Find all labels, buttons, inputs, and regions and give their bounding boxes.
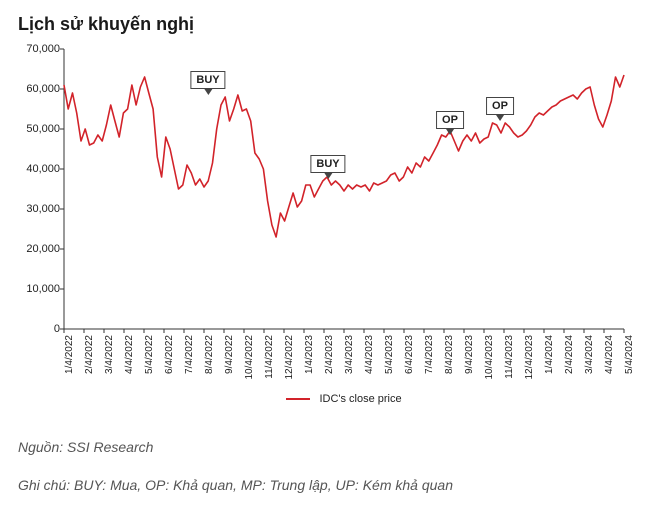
- y-tick-label: 10,000: [26, 283, 60, 295]
- x-tick-label: 9/4/2022: [224, 335, 235, 374]
- annotation-label: OP: [436, 111, 464, 129]
- annotation-buy: BUY: [190, 71, 225, 95]
- x-tick-label: 4/4/2024: [604, 335, 615, 374]
- x-tick-label: 10/4/2022: [244, 335, 255, 380]
- x-tick-label: 3/4/2022: [104, 335, 115, 374]
- x-tick-label: 5/4/2022: [144, 335, 155, 374]
- annotation-label: BUY: [190, 71, 225, 89]
- chart-svg: [64, 49, 624, 329]
- y-tick-label: 0: [54, 323, 60, 335]
- annotation-arrow-icon: [324, 173, 332, 179]
- y-tick-label: 20,000: [26, 243, 60, 255]
- page-title: Lịch sử khuyến nghị: [18, 14, 629, 35]
- x-tick-label: 4/4/2022: [124, 335, 135, 374]
- legend-line: [286, 398, 310, 400]
- y-axis: 010,00020,00030,00040,00050,00060,00070,…: [18, 49, 64, 329]
- x-tick-label: 7/4/2022: [184, 335, 195, 374]
- x-tick-label: 2/4/2022: [84, 335, 95, 374]
- x-tick-label: 7/4/2023: [424, 335, 435, 374]
- annotation-buy: BUY: [310, 155, 345, 179]
- x-tick-label: 8/4/2022: [204, 335, 215, 374]
- x-tick-label: 12/4/2023: [524, 335, 535, 380]
- x-tick-label: 6/4/2023: [404, 335, 415, 374]
- legend: IDC's close price: [64, 393, 624, 405]
- x-tick-label: 5/4/2024: [624, 335, 635, 374]
- y-tick-label: 30,000: [26, 203, 60, 215]
- x-tick-label: 6/4/2022: [164, 335, 175, 374]
- annotation-op: OP: [436, 111, 464, 135]
- legend-label: IDC's close price: [319, 393, 401, 405]
- x-tick-label: 10/4/2023: [484, 335, 495, 380]
- annotation-arrow-icon: [446, 129, 454, 135]
- y-tick-label: 60,000: [26, 83, 60, 95]
- recommendation-history-chart: 010,00020,00030,00040,00050,00060,00070,…: [18, 49, 628, 409]
- x-axis: 1/4/2022 2/4/2022 3/4/2022 4/4/2022 5/4/2022…: [64, 331, 624, 391]
- x-tick-label: 1/4/2023: [304, 335, 315, 374]
- x-tick-label: 11/4/2022: [264, 335, 275, 379]
- annotation-label: OP: [486, 97, 514, 115]
- annotation-op: OP: [486, 97, 514, 121]
- plot-area: BUY BUY OP OP: [64, 49, 624, 329]
- x-tick-label: 3/4/2024: [584, 335, 595, 374]
- x-tick-label: 1/4/2022: [64, 335, 75, 374]
- note-text: Ghi chú: BUY: Mua, OP: Khả quan, MP: Tru…: [18, 477, 629, 493]
- y-tick-label: 50,000: [26, 123, 60, 135]
- x-tick-label: 2/4/2024: [564, 335, 575, 374]
- y-tick-label: 70,000: [26, 43, 60, 55]
- source-text: Nguồn: SSI Research: [18, 439, 629, 455]
- x-tick-label: 4/4/2023: [364, 335, 375, 374]
- annotation-arrow-icon: [496, 115, 504, 121]
- x-tick-label: 8/4/2023: [444, 335, 455, 374]
- x-tick-label: 5/4/2023: [384, 335, 395, 374]
- x-tick-label: 1/4/2024: [544, 335, 555, 374]
- annotation-label: BUY: [310, 155, 345, 173]
- y-tick-label: 40,000: [26, 163, 60, 175]
- x-tick-label: 11/4/2023: [504, 335, 515, 379]
- x-tick-label: 3/4/2023: [344, 335, 355, 374]
- annotation-arrow-icon: [204, 89, 212, 95]
- x-tick-label: 2/4/2023: [324, 335, 335, 374]
- x-tick-label: 12/4/2022: [284, 335, 295, 380]
- x-tick-label: 9/4/2023: [464, 335, 475, 374]
